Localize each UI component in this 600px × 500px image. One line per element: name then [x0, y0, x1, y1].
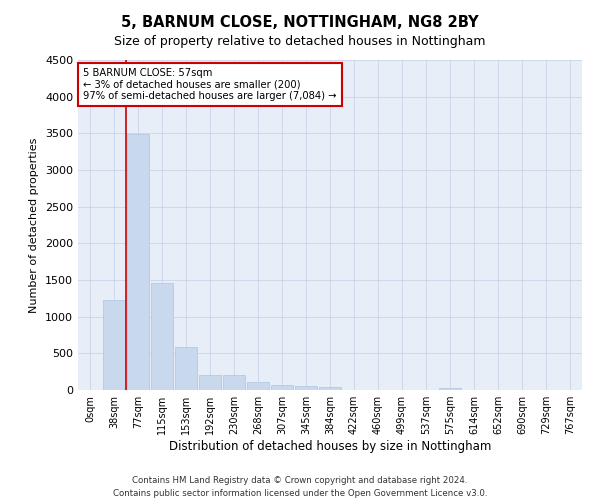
Text: 5, BARNUM CLOSE, NOTTINGHAM, NG8 2BY: 5, BARNUM CLOSE, NOTTINGHAM, NG8 2BY [121, 15, 479, 30]
Bar [319, 386, 341, 390]
Bar [439, 388, 461, 390]
Text: Contains HM Land Registry data © Crown copyright and database right 2024.
Contai: Contains HM Land Registry data © Crown c… [113, 476, 487, 498]
Bar [199, 374, 221, 390]
Text: 5 BARNUM CLOSE: 57sqm
← 3% of detached houses are smaller (200)
97% of semi-deta: 5 BARNUM CLOSE: 57sqm ← 3% of detached h… [83, 68, 337, 102]
Bar [271, 385, 293, 390]
Bar [103, 300, 125, 390]
Bar [175, 346, 197, 390]
Bar [127, 134, 149, 390]
Text: Size of property relative to detached houses in Nottingham: Size of property relative to detached ho… [114, 35, 486, 48]
Bar [223, 376, 245, 390]
Bar [151, 283, 173, 390]
Bar [247, 382, 269, 390]
Bar [295, 386, 317, 390]
X-axis label: Distribution of detached houses by size in Nottingham: Distribution of detached houses by size … [169, 440, 491, 453]
Y-axis label: Number of detached properties: Number of detached properties [29, 138, 40, 312]
